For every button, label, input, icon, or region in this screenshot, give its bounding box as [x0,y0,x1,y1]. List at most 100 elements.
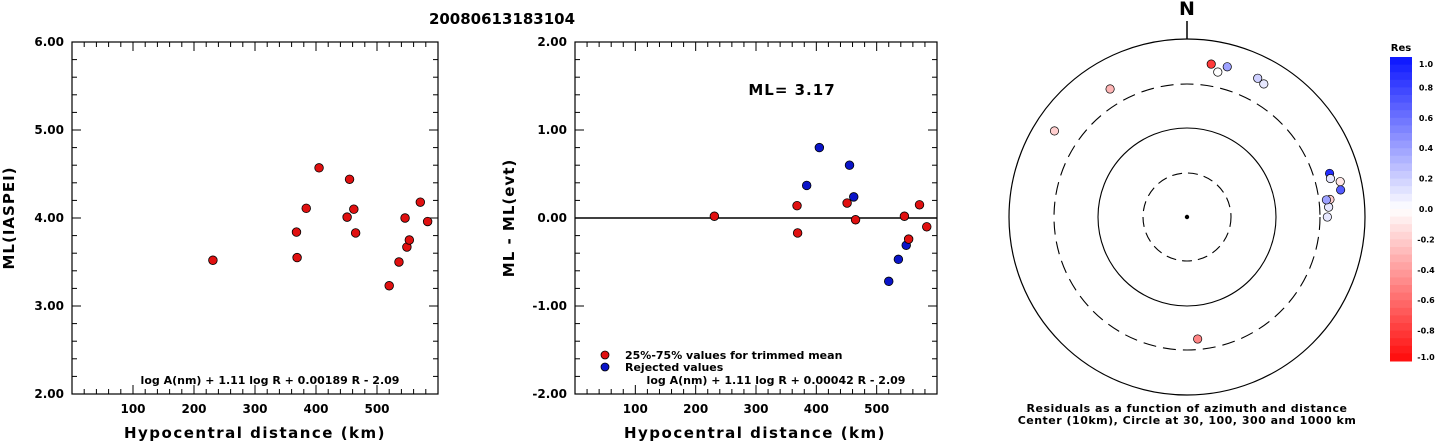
colorbar-cell [1390,216,1412,225]
station-residual-point [1206,59,1216,69]
data-point [792,228,803,238]
figure-title: 20080613183104 [429,10,575,28]
x-tick-label: 200 [181,402,206,416]
colorbar-cell [1390,247,1412,256]
colorbar-cell [1390,338,1412,347]
y-tick-label: 6.00 [34,35,64,49]
colorbar-cell [1390,201,1412,210]
colorbar-tick-label: -1.0 [1417,353,1435,362]
colorbar-cell [1390,95,1412,104]
colorbar-cell [1390,87,1412,96]
colorbar: Res 1.0 0.8 0.6 0.4 0.2 0.0 -0.2 -0.4 -0.6 -0.8 -1… [1390,43,1435,362]
y-tick-label: -1.00 [532,299,567,313]
polar-caption-1: Residuals as a function of azimuth and d… [1027,402,1348,415]
data-point [350,228,361,238]
residual-panel: 100 200 300 400 500 -2.00 -1.00 0.00 1.00 2.00 ML… [500,35,938,441]
x-tick-label: 500 [864,402,889,416]
polar-panel: N Residuals as a function of azimuth and… [1008,0,1366,427]
x-tick-label: 400 [303,402,328,416]
ml-plot-frame [71,41,439,395]
residual-xlabel: Hypocentral distance (km) [624,424,886,441]
data-point [922,222,932,232]
colorbar-cell [1390,209,1412,218]
colorbar-cell [1390,262,1412,271]
data-point [344,174,355,184]
station-residual-point [1325,174,1335,184]
colorbar-title: Res [1391,43,1411,54]
y-tick-label: 5.00 [34,123,64,137]
data-point [903,234,914,244]
data-point [422,216,433,227]
data-point [709,211,720,221]
colorbar-cell [1390,125,1412,134]
colorbar-cell [1390,239,1412,248]
legend-label-rejected: Rejected values [625,361,724,374]
ml-formula: log A(nm) + 1.11 log R + 0.00189 R - 2.0… [141,374,400,387]
data-point [814,142,825,153]
colorbar-cell [1390,292,1412,301]
ml-axis-ticks: 100 200 300 400 500 2.00 3.00 4.00 5.00 6.00 [34,35,438,416]
colorbar-cell [1390,353,1412,362]
colorbar-cell [1390,254,1412,263]
colorbar-tick-label: -0.4 [1417,266,1435,275]
colorbar-cell [1390,186,1412,195]
x-tick-label: 200 [683,402,708,416]
colorbar-tick-label: 0.2 [1419,175,1433,184]
colorbar-cells [1390,57,1412,362]
colorbar-cell [1390,277,1412,286]
data-point [301,203,311,214]
x-tick-label: 500 [364,402,389,416]
y-tick-label: 3.00 [34,299,64,313]
colorbar-cell [1390,193,1412,202]
ml-ylabel: ML(IASPEI) [0,166,18,269]
colorbar-cell [1390,155,1412,164]
station-residual-point [1213,67,1223,77]
x-tick-label: 400 [804,402,829,416]
colorbar-cell [1390,133,1412,142]
station-residual-point [1335,177,1345,187]
data-point [844,160,855,170]
data-point [914,200,925,210]
data-point [884,276,894,287]
data-point [292,252,302,263]
colorbar-cell [1390,117,1412,126]
colorbar-cell [1390,330,1412,339]
station-residual-point [1336,185,1346,195]
data-point [208,255,218,265]
colorbar-cell [1390,345,1412,354]
station-residual-point [1259,79,1269,89]
ml-points [208,163,433,291]
data-point [384,281,394,291]
data-point [899,211,910,221]
x-tick-label: 300 [743,402,768,416]
colorbar-ticks: 1.0 0.8 0.6 0.4 0.2 0.0 -0.2 -0.4 -0.6 -0.8 -1.0 [1417,60,1435,362]
colorbar-tick-label: 0.4 [1419,144,1434,153]
colorbar-cell [1390,110,1412,119]
colorbar-cell [1390,148,1412,157]
ring-30km [1142,172,1232,262]
station-residual-point [1253,73,1263,83]
y-tick-label: -2.00 [532,387,567,401]
data-point [349,204,359,214]
ring-100km [1097,127,1277,307]
data-point [394,257,404,267]
y-tick-label: 1.00 [537,123,567,137]
data-point [792,200,802,211]
station-residual-point [1322,212,1332,222]
polar-caption-2: Center (10km), Circle at 30, 100, 300 an… [1018,414,1357,427]
ml-xlabel: Hypocentral distance (km) [124,424,386,441]
colorbar-cell [1390,72,1412,81]
colorbar-cell [1390,323,1412,332]
data-point [842,198,852,208]
colorbar-tick-label: -0.6 [1417,296,1435,305]
legend-marker-kept [600,350,610,360]
colorbar-cell [1390,307,1412,316]
colorbar-tick-label: 1.0 [1419,60,1434,69]
data-point [801,180,812,191]
colorbar-tick-label: -0.2 [1417,235,1435,244]
colorbar-tick-label: 0.8 [1419,83,1434,92]
station-residual-point [1105,84,1115,94]
colorbar-cell [1390,64,1412,73]
colorbar-cell [1390,315,1412,324]
